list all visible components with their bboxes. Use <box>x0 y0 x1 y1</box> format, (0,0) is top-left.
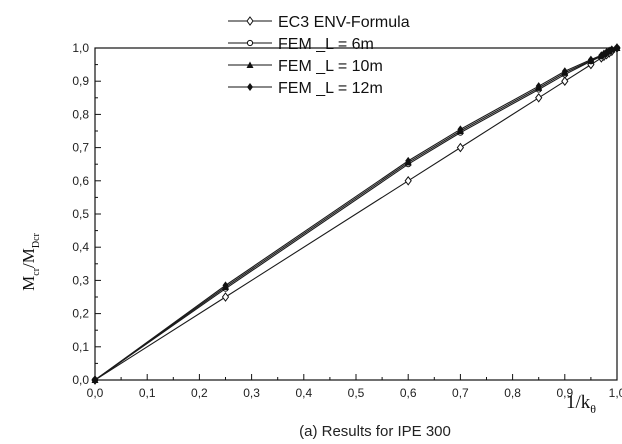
x-tick-label: 0,7 <box>452 386 469 400</box>
y-axis-title: Mcr/MDcr <box>19 232 42 290</box>
data-point <box>221 292 230 302</box>
x-tick-label: 0,1 <box>139 386 156 400</box>
y-tick-label: 0,4 <box>72 240 89 254</box>
series-4 <box>92 44 620 384</box>
legend-label: FEM _L = 12m <box>278 80 383 97</box>
legend-marker <box>246 39 254 47</box>
legend-label: FEM _L = 6m <box>278 36 374 53</box>
legend-marker <box>246 16 254 26</box>
legend-item: EC3 ENV-Formula <box>228 14 410 31</box>
legend: EC3 ENV-Formula FEM _L = 6m FEM _L = 10m FE… <box>228 14 410 97</box>
y-tick-label: 0,9 <box>72 74 89 88</box>
legend-label: FEM _L = 10m <box>278 58 383 75</box>
x-tick-label: 0,4 <box>295 386 312 400</box>
y-tick-label: 0,8 <box>72 107 89 121</box>
y-tick-label: 0,1 <box>72 340 89 354</box>
legend-item: FEM _L = 12m <box>228 80 383 97</box>
legend-marker <box>247 83 253 91</box>
data-point <box>587 55 594 64</box>
x-tick-label: 0,2 <box>191 386 208 400</box>
x-tick-label: 0,0 <box>87 386 104 400</box>
y-tick-label: 0,5 <box>72 207 89 221</box>
ticks-layer: 0,0 0,1 0,2 0,3 0,4 0,5 0,6 0,7 0,8 0,9 1,0 0,0 0,1 0… <box>72 41 622 400</box>
data-point <box>222 281 229 290</box>
y-tick-label: 0,3 <box>72 273 89 287</box>
data-point <box>404 175 412 186</box>
figure-caption: (a) Results for IPE 300 <box>299 423 451 440</box>
data-point <box>535 82 542 91</box>
y-axis-title-m2: M <box>19 248 38 263</box>
data-point <box>535 92 543 103</box>
legend-item: FEM _L = 10m <box>228 58 383 75</box>
y-axis-title-s2: Dcr <box>31 232 42 248</box>
x-axis-title: 1/kθ <box>566 392 596 416</box>
legend-label: EC3 ENV-Formula <box>278 14 410 31</box>
y-tick-label: 0,6 <box>72 174 89 188</box>
data-point <box>608 45 615 54</box>
y-tick-label: 1,0 <box>72 41 89 55</box>
data-point <box>561 67 568 76</box>
x-axis-title-sub: θ <box>590 402 596 416</box>
data-point <box>561 76 569 87</box>
x-tick-label: 0,8 <box>504 386 521 400</box>
data-point <box>457 125 464 134</box>
legend-marker <box>246 61 254 68</box>
y-tick-label: 0,2 <box>72 307 89 321</box>
x-tick-label: 0,6 <box>400 386 417 400</box>
x-tick-label: 0,3 <box>243 386 260 400</box>
y-axis-title-sep: / <box>19 263 38 268</box>
data-point <box>405 156 412 165</box>
x-tick-label: 1,0 <box>609 386 622 400</box>
legend-item: FEM _L = 6m <box>228 36 374 53</box>
y-tick-label: 0,7 <box>72 141 89 155</box>
x-axis-title-main: 1/k <box>566 392 591 413</box>
y-axis-title-m1: M <box>19 276 38 291</box>
y-axis-title-s1: cr <box>31 267 42 275</box>
y-tick-label: 0,0 <box>72 373 89 387</box>
data-point <box>456 142 465 153</box>
series-layer <box>91 43 621 385</box>
x-tick-label: 0,9 <box>556 386 573 400</box>
x-tick-label: 0,5 <box>348 386 365 400</box>
